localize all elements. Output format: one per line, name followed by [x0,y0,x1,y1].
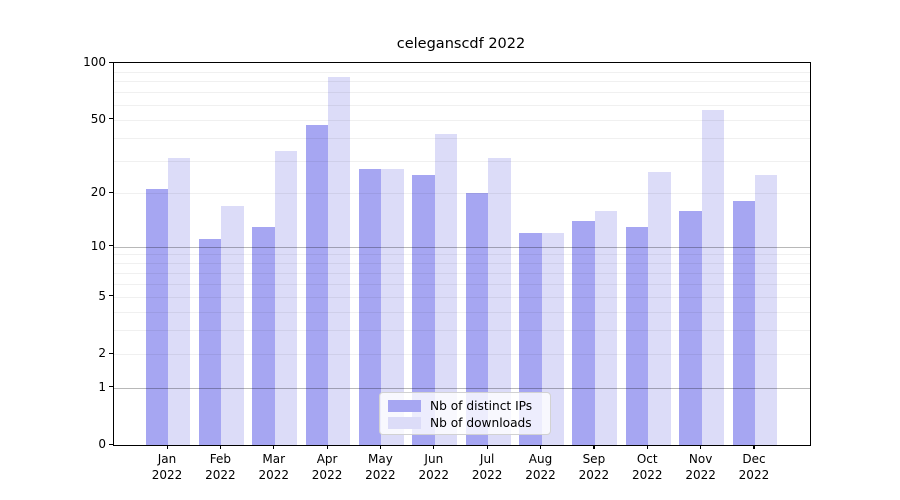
bar-downloads-jan [168,158,191,445]
x-axis-tick-label: Jun 2022 [418,452,450,482]
x-axis-tick-label: Oct 2022 [631,452,663,482]
y-axis-tick-mark [109,352,113,354]
y-axis-tick-mark [109,386,113,388]
y-axis-tick-mark [109,191,113,193]
x-axis-tick-mark [700,445,702,449]
chart-title: celeganscdf 2022 [396,36,526,52]
bar-downloads-nov [701,110,724,445]
y-axis-tick-label: 10 [90,238,106,253]
x-axis-tick-mark [646,445,648,449]
bar-downloads-mar [274,150,298,445]
x-axis-tick-mark [273,445,275,449]
x-axis-tick-label: Feb 2022 [205,452,236,482]
bar-distinct-ips-sep [572,220,595,445]
x-axis-tick-mark [540,445,542,449]
x-axis-tick-label: May 2022 [365,452,396,482]
y-axis-tick-label: 1 [98,379,106,394]
bar-distinct-ips-may [359,169,382,445]
legend-label: Nb of distinct IPs [430,398,533,413]
gridline-minor [114,81,810,83]
x-axis-tick-label: Jan 2022 [151,452,183,482]
y-axis-tick-label: 5 [98,288,106,303]
x-axis-tick-label: Apr 2022 [311,452,343,482]
x-axis-tick-mark [219,445,222,449]
bar-distinct-ips-nov [679,210,702,445]
x-axis-tick-mark [166,445,168,449]
bar-distinct-ips-aug [519,232,542,445]
y-axis-tick-mark [109,443,113,445]
bar-distinct-ips-apr [305,124,329,445]
bar-distinct-ips-oct [625,226,649,445]
bar-downloads-oct [648,172,671,445]
x-axis-tick-mark [753,445,755,449]
gridline-minor [114,104,810,106]
bar-downloads-jun [434,133,458,445]
y-axis-tick-mark [109,295,113,297]
legend-swatch-distinct-ips [388,399,421,412]
plot-area [113,62,811,446]
x-axis-tick-mark [593,445,595,449]
bar-distinct-ips-feb [198,239,222,445]
bar-downloads-jul [488,158,511,445]
bar-downloads-feb [221,205,244,445]
x-axis-tick-label: Sep 2022 [578,452,610,482]
bar-distinct-ips-jun [412,175,435,445]
legend-label: Nb of downloads [430,415,532,430]
x-axis-tick-mark [379,445,382,449]
y-axis-tick-label: 100 [83,55,106,69]
bar-distinct-ips-jul [465,193,489,445]
legend-swatch-downloads [388,416,421,429]
bar-downloads-dec [754,175,778,445]
x-axis-tick-mark [433,445,435,449]
y-axis-tick-mark [109,245,113,247]
legend-row: Nb of downloads [388,415,542,430]
bar-downloads-aug [541,232,564,445]
y-axis-tick-label: 2 [98,346,106,361]
legend: Nb of distinct IPs Nb of downloads [379,392,551,435]
x-axis-tick-label: Aug 2022 [525,452,556,482]
y-axis-tick-mark [109,118,113,120]
y-axis-tick-label: 0 [98,437,106,451]
x-axis-tick-label: Jul 2022 [471,452,503,482]
x-axis-tick-mark [486,445,488,449]
x-axis-tick-label: Dec 2022 [738,452,770,482]
bar-downloads-apr [328,77,351,445]
y-axis-tick-mark [109,61,113,63]
bar-downloads-may [381,169,404,445]
bar-downloads-sep [594,210,618,445]
bar-distinct-ips-jan [145,189,168,445]
bar-distinct-ips-mar [252,226,275,445]
x-axis-tick-mark [326,445,328,449]
x-axis-tick-label: Nov 2022 [685,452,716,482]
x-axis-tick-label: Mar 2022 [258,452,289,482]
gridline-minor [114,92,810,94]
gridline-minor [114,71,810,73]
y-axis-tick-label: 50 [90,111,106,126]
y-axis-tick-label: 20 [90,185,106,199]
legend-row: Nb of distinct IPs [388,398,542,413]
bar-distinct-ips-dec [732,201,755,445]
